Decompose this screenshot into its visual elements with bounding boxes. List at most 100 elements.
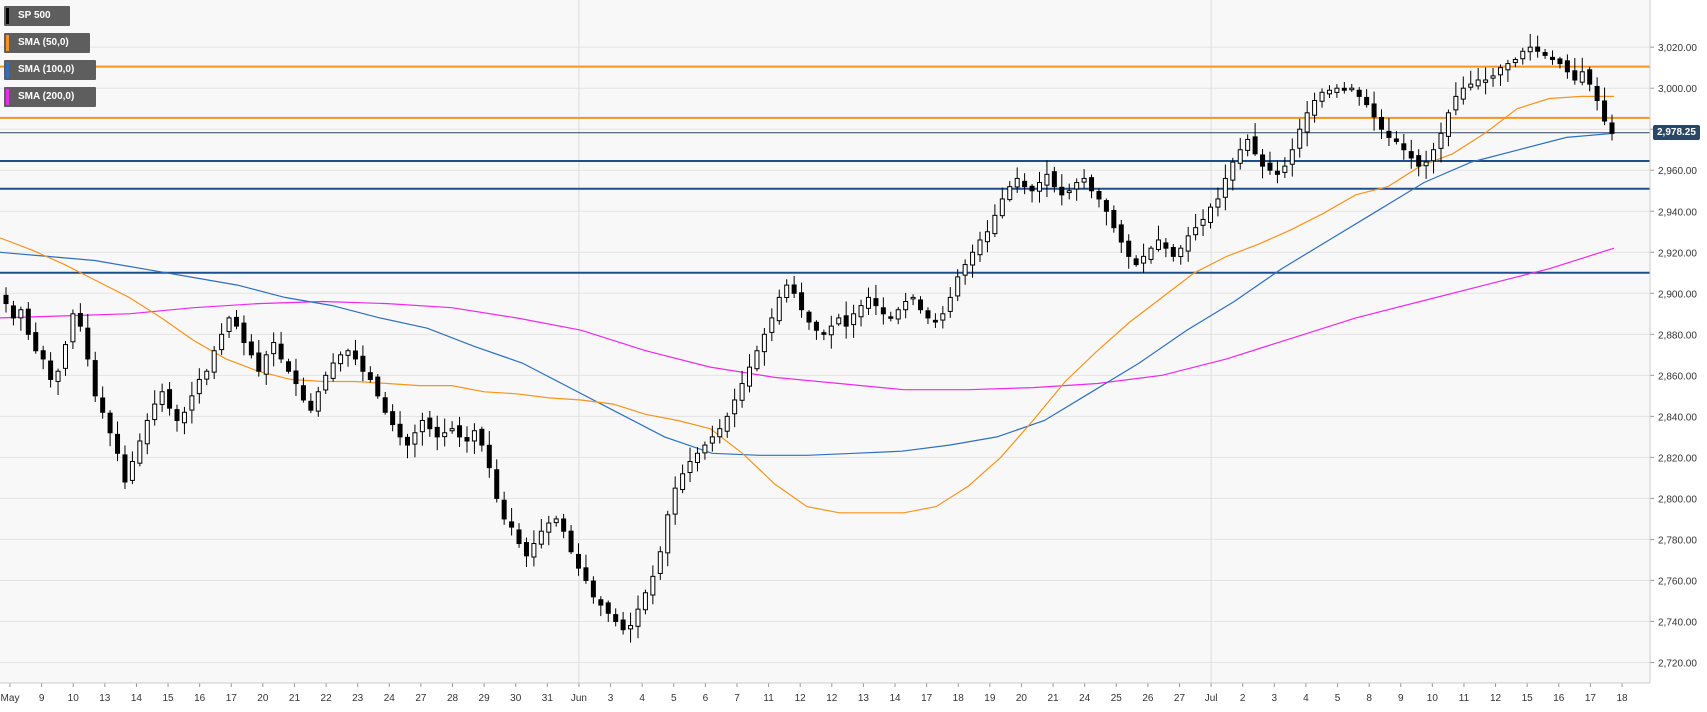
candle-body: [962, 264, 968, 276]
candle-body: [1081, 177, 1087, 183]
candle-body: [25, 308, 31, 335]
candle-body: [1118, 224, 1124, 243]
x-tick-label: 9: [39, 693, 45, 704]
candle-body: [1564, 60, 1570, 73]
x-tick-label: 6: [703, 693, 709, 704]
candle-body: [1044, 173, 1050, 186]
legend-sma200[interactable]: SMA (200,0): [4, 87, 96, 107]
candle-body: [999, 198, 1005, 217]
candle-body: [85, 327, 91, 360]
candle-body: [494, 469, 500, 499]
legend-sma100[interactable]: SMA (100,0): [4, 60, 96, 80]
candle-body: [18, 309, 24, 319]
x-tick-label: 16: [194, 693, 206, 704]
candle-body: [984, 231, 990, 243]
candle-body: [813, 321, 819, 331]
candle-body: [367, 372, 373, 380]
y-tick-label: 2,760.00: [1658, 576, 1697, 587]
candle-body: [1594, 85, 1600, 102]
candle-body: [1007, 186, 1013, 201]
candle-body: [1483, 79, 1489, 83]
candle-body: [33, 332, 39, 352]
candle-body: [1408, 151, 1414, 159]
sp500-swatch: [6, 8, 9, 24]
candle-body: [1230, 161, 1236, 181]
candle-body: [1312, 100, 1318, 116]
candle-body: [55, 370, 61, 382]
candle-body: [1237, 149, 1243, 164]
candle-body: [1512, 58, 1518, 64]
candle-body: [754, 350, 760, 370]
candle-body: [471, 430, 477, 442]
x-tick-label: 21: [1047, 693, 1059, 704]
candle-body: [1386, 130, 1392, 138]
candle-body: [390, 411, 396, 426]
candle-body: [642, 592, 648, 611]
x-tick-label: 11: [763, 693, 774, 704]
y-tick-label: 2,800.00: [1658, 494, 1697, 505]
candle-body: [464, 437, 470, 442]
candle-body: [1178, 247, 1184, 258]
candle-body: [732, 399, 738, 415]
x-tick-label: 4: [1303, 693, 1309, 704]
candle-body: [1334, 87, 1340, 93]
candle-body: [419, 419, 425, 433]
candle-body: [657, 551, 663, 574]
candle-body: [1163, 242, 1169, 249]
candle-body: [159, 391, 165, 405]
candle-body: [1059, 186, 1065, 196]
candle-body: [1527, 46, 1533, 53]
candle-body: [1215, 198, 1221, 208]
candle-body: [1371, 103, 1377, 118]
candle-body: [323, 374, 329, 391]
candle-body: [1282, 165, 1288, 173]
candle-body: [412, 432, 418, 445]
candle-body: [1520, 50, 1526, 60]
candle-body: [1497, 67, 1503, 76]
y-tick-label: 3,020.00: [1658, 43, 1697, 54]
candle-body: [620, 619, 626, 631]
candle-body: [1111, 210, 1117, 229]
candle-body: [1341, 87, 1347, 91]
candle-body: [1490, 75, 1496, 79]
sma200-swatch: [6, 89, 9, 105]
candle-body: [1267, 162, 1273, 171]
x-tick-label: 20: [1016, 693, 1028, 704]
candle-body: [256, 352, 262, 372]
candle-body: [1438, 132, 1444, 149]
candle-body: [1022, 180, 1028, 188]
x-tick-label: Jun: [571, 693, 587, 704]
y-tick-label: 2,920.00: [1658, 248, 1697, 259]
x-tick-label: 26: [1142, 693, 1154, 704]
candle-body: [628, 625, 634, 630]
candle-body: [910, 296, 916, 300]
candle-body: [561, 518, 567, 532]
candle-body: [271, 342, 277, 355]
candle-body: [1289, 149, 1295, 165]
candle-body: [1349, 87, 1355, 91]
x-tick-label: 27: [415, 693, 427, 704]
candle-body: [501, 499, 507, 520]
candle-body: [769, 317, 775, 333]
candle-body: [352, 350, 358, 360]
candle-body: [598, 599, 604, 606]
candle-body: [1245, 138, 1251, 151]
sma100-swatch: [6, 62, 9, 78]
x-tick-label: 31: [542, 693, 554, 704]
candle-body: [100, 397, 106, 413]
x-tick-label: 9: [1398, 693, 1404, 704]
x-tick-label: 21: [289, 693, 301, 704]
candle-body: [665, 514, 671, 554]
x-tick-label: 24: [1079, 693, 1091, 704]
legend-sp500[interactable]: SP 500: [4, 6, 70, 26]
candle-body: [784, 284, 790, 299]
legend-sma50[interactable]: SMA (50,0): [4, 33, 90, 53]
x-tick-label: 15: [162, 693, 174, 704]
candle-body: [427, 417, 433, 430]
x-tick-label: 10: [68, 693, 80, 704]
candle-body: [932, 319, 938, 323]
candle-body: [144, 419, 150, 445]
candle-body: [70, 313, 76, 343]
x-tick-label: 7: [734, 693, 740, 704]
